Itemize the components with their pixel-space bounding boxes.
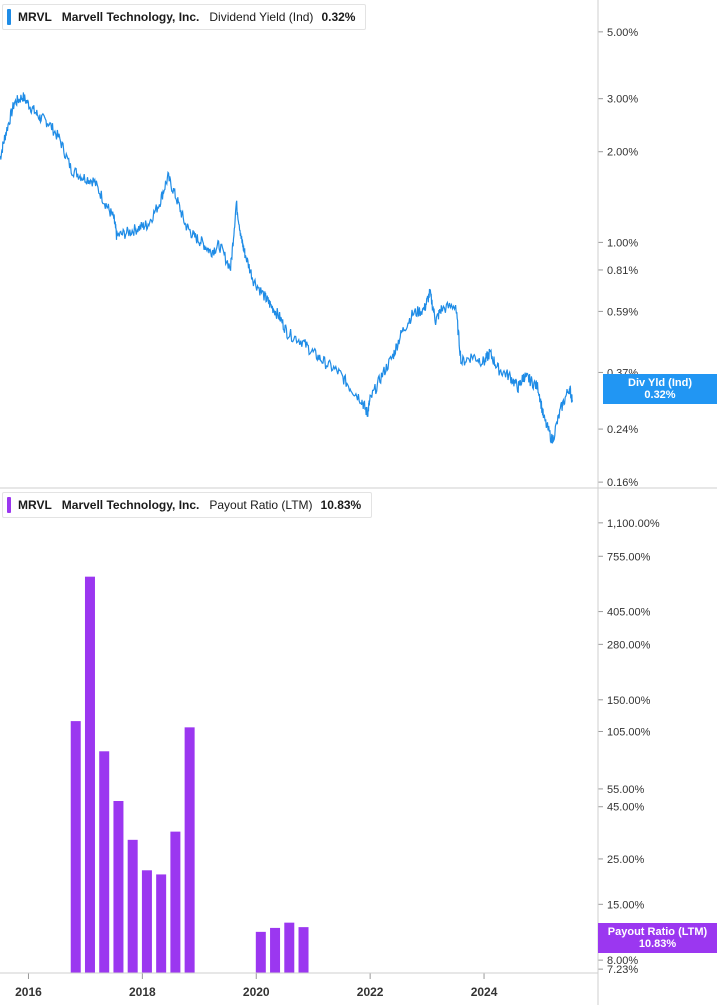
y-tick-label: 405.00%	[607, 607, 651, 619]
y-tick-label: 105.00%	[607, 726, 651, 738]
dividend-yield-value-tag: Div Yld (Ind) 0.32%	[603, 374, 717, 404]
y-tick-label: 280.00%	[607, 639, 651, 651]
payout-ratio-bar	[184, 727, 195, 973]
payout-ratio-bar	[127, 839, 138, 973]
dividend-yield-panel: 5.00%3.00%2.00%1.00%0.81%0.59%0.37%0.24%…	[0, 27, 638, 489]
y-tick-label: 0.16%	[607, 477, 638, 489]
y-tick-label: 8.00%	[607, 955, 638, 967]
legend-company: Marvell Technology, Inc.	[61, 498, 200, 512]
dividend-yield-line	[0, 92, 573, 444]
y-tick-label: 55.00%	[607, 784, 645, 796]
legend-ticker: MRVL	[18, 498, 52, 512]
y-tick-label: 1.00%	[607, 237, 638, 249]
legend-value: 0.32%	[321, 10, 356, 24]
y-tick-label: 7.23%	[607, 964, 638, 976]
x-tick-label: 2020	[243, 985, 270, 999]
legend-metric: Dividend Yield (Ind)	[209, 10, 314, 24]
payout-ratio-bar	[84, 576, 95, 973]
y-tick-label: 2.00%	[607, 147, 638, 159]
legend-metric: Payout Ratio (LTM)	[209, 498, 313, 512]
y-tick-label: 755.00%	[607, 551, 651, 563]
payout-ratio-bar	[270, 927, 281, 973]
payout-ratio-bar	[170, 831, 181, 973]
payout-ratio-bar	[255, 931, 266, 973]
series-color-swatch	[7, 497, 11, 513]
payout-ratio-panel: 1,100.00% 755.00% 405.00% 280.00% 150.00% 105…	[70, 518, 660, 976]
y-tick-label: 25.00%	[607, 854, 645, 866]
tag-label: Payout Ratio (LTM)	[607, 926, 708, 938]
y-tick-label: 150.00%	[607, 695, 651, 707]
y-tick-label: 0.59%	[607, 306, 638, 318]
x-tick-label: 2024	[471, 985, 498, 999]
payout-ratio-bar	[113, 801, 124, 973]
y-tick-label: 1,100.00%	[607, 518, 660, 530]
dividend-yield-legend: MRVL Marvell Technology, Inc. Dividend Y…	[2, 4, 367, 30]
payout-ratio-bar	[70, 721, 81, 973]
series-color-swatch	[7, 9, 11, 25]
legend-company: Marvell Technology, Inc.	[61, 10, 200, 24]
x-tick-label: 2018	[129, 985, 156, 999]
y-tick-label: 3.00%	[607, 94, 638, 106]
payout-ratio-bar	[99, 751, 110, 973]
payout-ratio-bar	[284, 922, 295, 973]
payout-ratio-bar	[156, 874, 167, 973]
y-tick-label: 0.81%	[607, 265, 638, 277]
payout-ratio-legend: MRVL Marvell Technology, Inc. Payout Rat…	[2, 492, 373, 518]
payout-ratio-bar	[298, 927, 309, 973]
y-tick-label: 15.00%	[607, 899, 645, 911]
payout-ratio-value-tag: Payout Ratio (LTM) 10.83%	[598, 923, 717, 953]
x-axis: 2016 2018 2020 2022 2024	[15, 973, 498, 999]
y-tick-label: 5.00%	[607, 27, 638, 39]
y-tick-label: 45.00%	[607, 802, 645, 814]
y-tick-label: 0.24%	[607, 424, 638, 436]
x-tick-label: 2022	[357, 985, 384, 999]
x-tick-label: 2016	[15, 985, 42, 999]
legend-value: 10.83%	[320, 498, 362, 512]
payout-ratio-bar	[141, 870, 152, 973]
tag-label: Div Yld (Ind)	[628, 377, 692, 389]
tag-value: 0.32%	[644, 389, 676, 401]
legend-ticker: MRVL	[18, 10, 52, 24]
tag-value: 10.83%	[638, 938, 677, 950]
